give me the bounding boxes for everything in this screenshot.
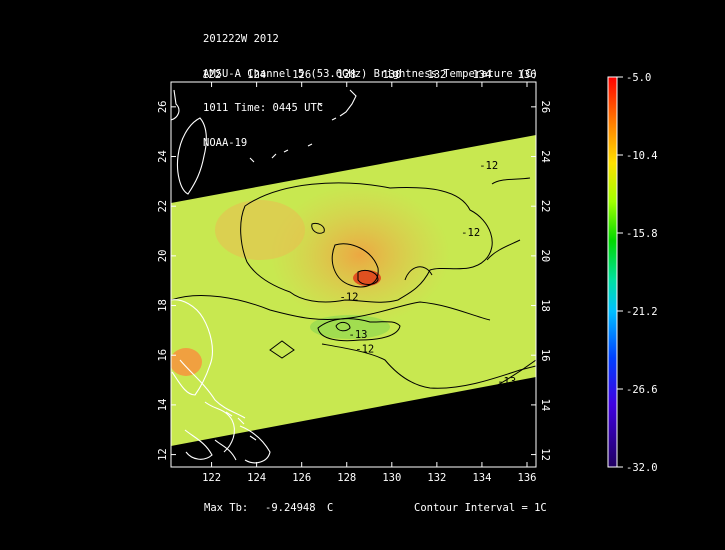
contour-line: [240, 182, 493, 303]
contour-line: [404, 266, 433, 281]
y-tick-label: 20: [157, 250, 169, 263]
plot-frame: [170, 81, 537, 468]
coastline: [214, 439, 237, 461]
contour-label: -12: [461, 227, 480, 239]
y-tick-label: 16: [539, 349, 551, 362]
y-tick-label: 12: [539, 448, 551, 461]
warm-region: [215, 200, 305, 260]
y-tick-label: 20: [539, 250, 551, 263]
max-tb-unit: C: [327, 502, 334, 514]
x-tick-label: 128: [337, 69, 356, 81]
colorbar-ticks: -5.0 -10.4 -15.8 -21.2 -26.6 -32.0: [617, 72, 658, 474]
contour-line: [321, 343, 536, 389]
y-tick-label: 14: [539, 399, 551, 412]
x-tick-label: 134: [472, 472, 491, 484]
max-tb-label: Max Tb:: [204, 502, 249, 514]
y-tick-label: 24: [539, 150, 551, 163]
x-tick-label: 122: [202, 472, 221, 484]
contour-interval: Contour Interval = 1C: [414, 502, 547, 514]
colorbar-label: -5.0: [626, 72, 651, 84]
x-tick-label: 126: [292, 69, 311, 81]
x-tick-label: 122: [202, 69, 221, 81]
x-tick-label: 132: [427, 69, 446, 81]
coastlines: [171, 89, 357, 464]
max-tb-value: -9.24948: [265, 502, 316, 514]
contour-line: [495, 359, 536, 387]
coastline: [239, 425, 271, 464]
coastline: [171, 89, 180, 121]
x-tick-label: 130: [382, 472, 401, 484]
contour-label: -12: [355, 344, 374, 356]
coastline: [184, 429, 213, 460]
warm-region: [171, 348, 202, 376]
colorbar-label: -32.0: [626, 462, 658, 474]
warm-region: [270, 185, 450, 325]
x-tick-label: 134: [472, 69, 491, 81]
colorbar: [607, 76, 618, 468]
y-tick-label: 18: [539, 299, 551, 312]
y-tick-label: 22: [157, 200, 169, 213]
colorbar-label: -15.8: [626, 228, 658, 240]
y-tick-label: 14: [157, 399, 169, 412]
contour-line: [269, 340, 295, 359]
y-tick-label: 16: [157, 349, 169, 362]
header-title: AMSU-A Channel 5 (53.6GHz) Brightness Te…: [203, 67, 539, 80]
contour-line: [486, 239, 521, 261]
y-tick-label: 22: [539, 200, 551, 213]
contour-label: -12: [479, 160, 498, 172]
coastline: [176, 117, 207, 195]
y-tick-label: 26: [539, 101, 551, 114]
y-tick-label: 26: [157, 101, 169, 114]
contour-line: [311, 223, 325, 234]
contour-line: [357, 269, 379, 285]
x-tick-label: 132: [427, 472, 446, 484]
x-tick-label: 136: [518, 69, 537, 81]
header-satellite: NOAA-19: [203, 136, 248, 149]
y-tick-label: 12: [157, 448, 169, 461]
x-tick-label: 126: [292, 472, 311, 484]
map-area: [171, 89, 536, 464]
contour-label: -13: [349, 329, 368, 341]
colorbar-label: -21.2: [626, 306, 658, 318]
coastline: [171, 299, 213, 396]
contour-line: [335, 321, 351, 332]
x-tick-label: 128: [337, 472, 356, 484]
contour-label: -12: [340, 292, 359, 304]
axis-ticks: 122 122 124 124 126 126 128 128 130 130 132 132 134 1…: [157, 69, 551, 484]
header-storm-id: 201222W 2012: [203, 33, 279, 45]
contour-line: [491, 177, 531, 185]
y-tick-label: 18: [157, 299, 169, 312]
coastline: [179, 359, 246, 419]
coastline: [331, 89, 357, 121]
contour-lines: [171, 177, 536, 389]
contour-label: -13: [497, 376, 516, 388]
colorbar-label: -10.4: [626, 150, 658, 162]
coastline: [225, 411, 257, 441]
coastline: [249, 102, 323, 163]
x-tick-label: 124: [247, 69, 266, 81]
colorbar-label: -26.6: [626, 384, 658, 396]
x-tick-label: 124: [247, 472, 266, 484]
contour-labels: -12 -12 -12 -13 -12 -13: [340, 160, 517, 388]
x-tick-label: 136: [518, 472, 537, 484]
header-time: 1011 Time: 0445 UTC: [203, 102, 324, 114]
contour-line: [317, 318, 401, 342]
x-tick-label: 130: [382, 69, 401, 81]
y-tick-label: 24: [157, 150, 169, 163]
coastline: [204, 401, 235, 453]
chart-header: 201222W 2012 AMSU-A Channel 5 (53.6GHz) …: [203, 11, 538, 161]
